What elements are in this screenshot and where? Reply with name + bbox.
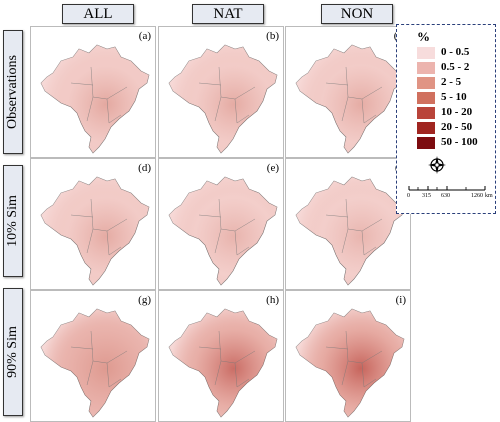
legend-label: 10 - 20 — [441, 106, 473, 118]
column-header-nat: NAT — [192, 4, 264, 24]
legend-label: 2 - 5 — [441, 76, 462, 88]
column-header-non: NON — [321, 4, 393, 24]
panel-label: (d) — [138, 162, 151, 174]
column-header-all: ALL — [62, 4, 134, 24]
map-panel-i: (i) — [285, 290, 411, 422]
legend-label: 50 - 100 — [441, 136, 478, 148]
panel-label: (i) — [395, 294, 406, 306]
map-panel-e: (e) — [158, 158, 284, 290]
map-panel-a: (a) — [30, 26, 156, 158]
legend-swatch — [417, 62, 435, 74]
map-panel-g: (g) — [30, 290, 156, 422]
map-panel-d: (d) — [30, 158, 156, 290]
row-header-90-sim: 90% Sim — [3, 288, 23, 416]
row-header-observations: Observations — [3, 30, 23, 154]
legend-swatch — [417, 122, 435, 134]
legend-label: 0 - 0.5 — [441, 46, 470, 58]
legend: % 0 - 0.5 0.5 - 2 2 - 5 5 - 10 10 - 20 20 - 5… — [396, 24, 496, 214]
legend-label: 20 - 50 — [441, 121, 473, 133]
legend-swatch — [417, 47, 435, 59]
map-panel-f: (f) — [285, 158, 411, 290]
legend-unit: % — [417, 29, 430, 44]
map-panel-h: (h) — [158, 290, 284, 422]
map-panel-b: (b) — [158, 26, 284, 158]
map-panel-c: (c) — [285, 26, 411, 158]
scale-unit: km — [485, 193, 493, 199]
scale-tick-0: 0 — [407, 193, 410, 199]
legend-swatch — [417, 92, 435, 104]
compass-rose-icon — [427, 155, 447, 175]
panel-label: (h) — [266, 294, 279, 306]
row-header-10-sim: 10% Sim — [3, 165, 23, 277]
panel-label: (g) — [138, 294, 151, 306]
legend-label: 0.5 - 2 — [441, 61, 470, 73]
legend-swatch — [417, 77, 435, 89]
legend-swatch — [417, 137, 435, 149]
legend-label: 5 - 10 — [441, 91, 467, 103]
panel-label: (b) — [266, 30, 279, 42]
legend-swatch — [417, 107, 435, 119]
scale-tick-315: 315 — [422, 193, 431, 199]
scale-bar: 0 315 630 1260 km — [405, 181, 493, 209]
panel-label: (a) — [138, 30, 151, 42]
scale-tick-630: 630 — [441, 193, 450, 199]
scale-tick-1260: 1260 — [471, 193, 483, 199]
panel-label: (e) — [266, 162, 279, 174]
